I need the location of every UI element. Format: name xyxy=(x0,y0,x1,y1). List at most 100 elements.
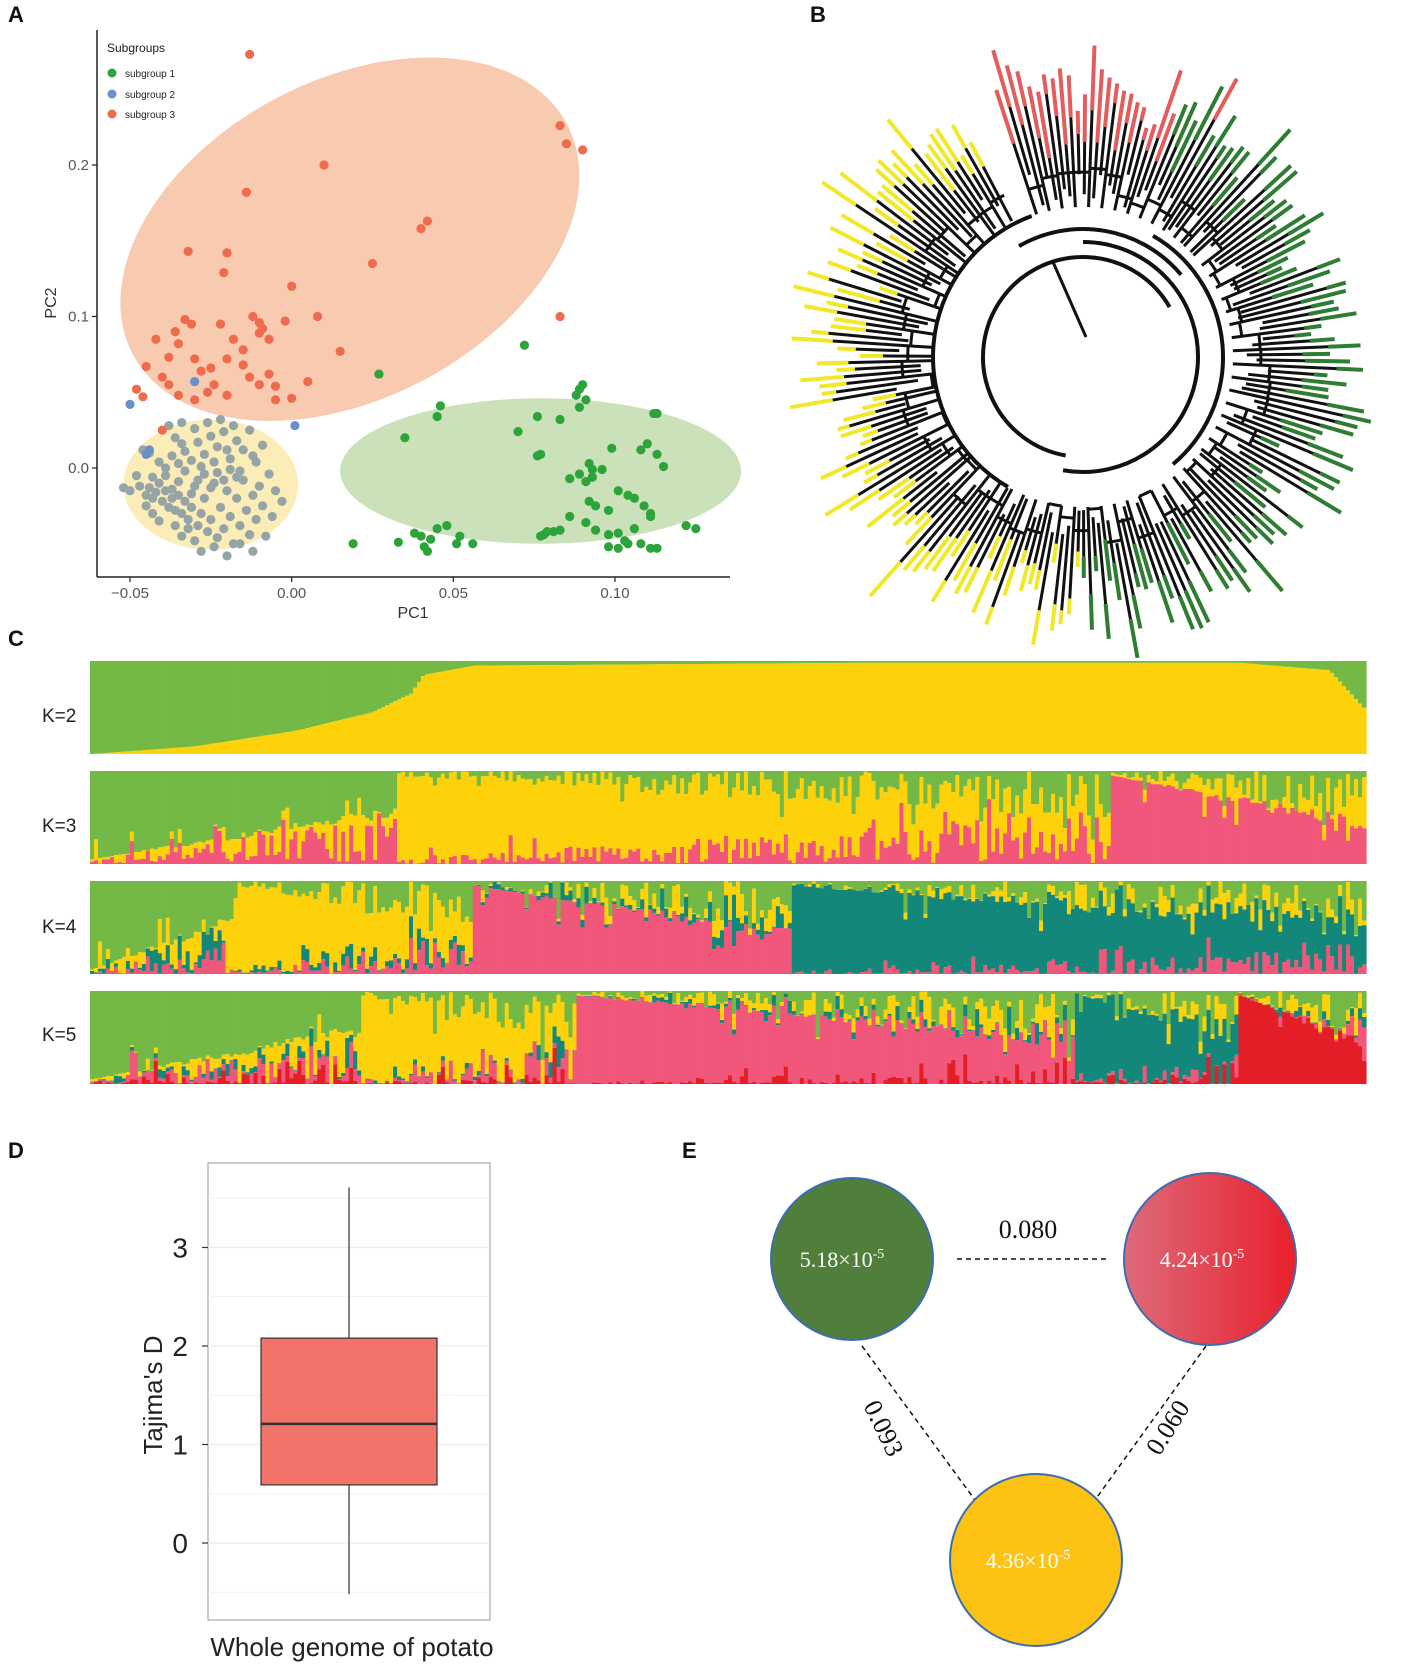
tree-branch xyxy=(922,285,947,298)
admixture-bar-segment xyxy=(955,896,960,973)
admixture-bar-segment xyxy=(1058,881,1064,892)
tree-branch xyxy=(1246,352,1303,357)
tree-branch xyxy=(1249,437,1321,475)
admixture-bar-segment xyxy=(460,1079,466,1084)
admixture-bar-segment xyxy=(616,997,621,998)
admixture-bar-segment xyxy=(520,1078,526,1083)
admixture-bar-segment xyxy=(121,1072,127,1079)
admixture-bar-segment xyxy=(1162,881,1168,897)
tree-branch xyxy=(1182,220,1208,248)
admixture-bar-segment xyxy=(137,661,143,751)
admixture-bar-segment xyxy=(983,1006,988,1035)
admixture-bar-segment xyxy=(887,1013,893,1016)
tree-leaf xyxy=(1299,478,1319,492)
admixture-bar-segment xyxy=(1023,902,1028,972)
admixture-bar-segment xyxy=(185,661,191,748)
admixture-bar-segment xyxy=(576,907,582,974)
admixture-bar-segment xyxy=(1326,670,1331,754)
admixture-bar-segment xyxy=(137,969,143,974)
admixture-bar-segment xyxy=(668,881,673,908)
tree-branch xyxy=(1159,520,1191,582)
admixture-bar-segment xyxy=(1178,968,1184,974)
tree-branch xyxy=(1009,498,1029,540)
admixture-bar-segment xyxy=(528,991,534,1014)
tree-branch xyxy=(865,322,904,332)
admixture-bar-segment xyxy=(484,991,490,1019)
admixture-bar-segment xyxy=(743,663,749,754)
admixture-bar-segment xyxy=(229,1059,235,1061)
admixture-bar-segment xyxy=(165,881,171,918)
admixture-bar-segment xyxy=(101,991,107,1078)
admixture-bar-segment xyxy=(524,859,530,864)
admixture-bar-segment xyxy=(285,970,290,974)
admixture-bar-segment xyxy=(855,661,861,663)
admixture-bar-segment xyxy=(831,1082,837,1084)
admixture-bar-segment xyxy=(460,1073,466,1076)
admixture-bar-segment xyxy=(153,749,159,754)
tree-leaf xyxy=(819,381,847,389)
admixture-bar-segment xyxy=(1154,881,1160,905)
admixture-bar-segment xyxy=(185,1075,191,1083)
admixture-bar-segment xyxy=(843,1022,849,1082)
admixture-bar-segment xyxy=(708,891,713,902)
admixture-bar-segment xyxy=(843,885,849,890)
admixture-bar-segment xyxy=(460,951,466,974)
admixture-bar-segment xyxy=(369,826,374,864)
admixture-bar-segment xyxy=(652,1082,657,1084)
tree-leaf xyxy=(839,171,879,203)
admixture-bar-segment xyxy=(751,888,757,924)
admixture-bar-segment xyxy=(301,945,306,961)
tree-leaf xyxy=(1031,609,1042,646)
admixture-bar-segment xyxy=(257,661,263,737)
tree-leaf xyxy=(1260,512,1288,537)
admixture-bar-segment xyxy=(129,1047,135,1051)
admixture-bar-segment xyxy=(568,664,574,754)
admixture-bar-segment xyxy=(1250,663,1255,754)
admixture-bar-segment xyxy=(1186,771,1192,779)
admixture-bar-segment xyxy=(145,947,151,949)
admixture-bar-segment xyxy=(1270,661,1275,666)
admixture-bar-segment xyxy=(799,778,805,843)
admixture-bar-segment xyxy=(1023,661,1028,663)
tree-leaf xyxy=(1309,337,1335,343)
admixture-bar-segment xyxy=(612,881,617,899)
admixture-bar-segment xyxy=(185,771,191,847)
admixture-bar-segment xyxy=(823,991,829,1000)
tree-leaf xyxy=(1304,323,1322,331)
admixture-bar-segment xyxy=(1186,778,1192,790)
tree-leaf xyxy=(1327,402,1365,414)
admixture-bar-segment xyxy=(951,771,956,792)
admixture-bar-segment xyxy=(133,661,139,751)
admixture-bar-segment xyxy=(891,1031,897,1037)
admixture-bar-segment xyxy=(121,854,127,863)
tree-branch xyxy=(1215,425,1228,435)
admixture-bar-segment xyxy=(213,881,219,927)
admixture-bar-segment xyxy=(927,896,932,973)
admixture-bar-segment xyxy=(847,991,853,1016)
pca-point-unassigned xyxy=(238,445,248,455)
tree-branch xyxy=(1191,510,1235,570)
admixture-bar-segment xyxy=(891,661,897,663)
admixture-bar-segment xyxy=(959,1034,964,1036)
admixture-bar-segment xyxy=(648,789,653,862)
admixture-bar-segment xyxy=(600,991,605,992)
admixture-bar-segment xyxy=(620,999,625,1084)
admixture-bar-segment xyxy=(129,661,135,752)
admixture-bar-segment xyxy=(90,1079,95,1082)
tree-branch xyxy=(868,423,949,465)
admixture-bar-segment xyxy=(1003,788,1008,834)
admixture-bar-segment xyxy=(544,881,550,886)
admixture-bar-segment xyxy=(1130,959,1136,974)
admixture-bar-segment xyxy=(405,906,410,960)
admixture-bar-segment xyxy=(743,881,749,912)
admixture-bar-segment xyxy=(1007,991,1012,1002)
admixture-bar-segment xyxy=(105,1076,111,1081)
admixture-bar-segment xyxy=(377,912,382,971)
tree-branch xyxy=(1237,300,1302,320)
pca-point-unassigned xyxy=(193,520,203,531)
tree-leaf xyxy=(1212,77,1239,121)
admixture-bar-segment xyxy=(1330,815,1335,819)
admixture-bar-segment xyxy=(959,845,964,864)
admixture-bar-segment xyxy=(1330,818,1335,864)
admixture-bar-segment xyxy=(397,771,402,774)
